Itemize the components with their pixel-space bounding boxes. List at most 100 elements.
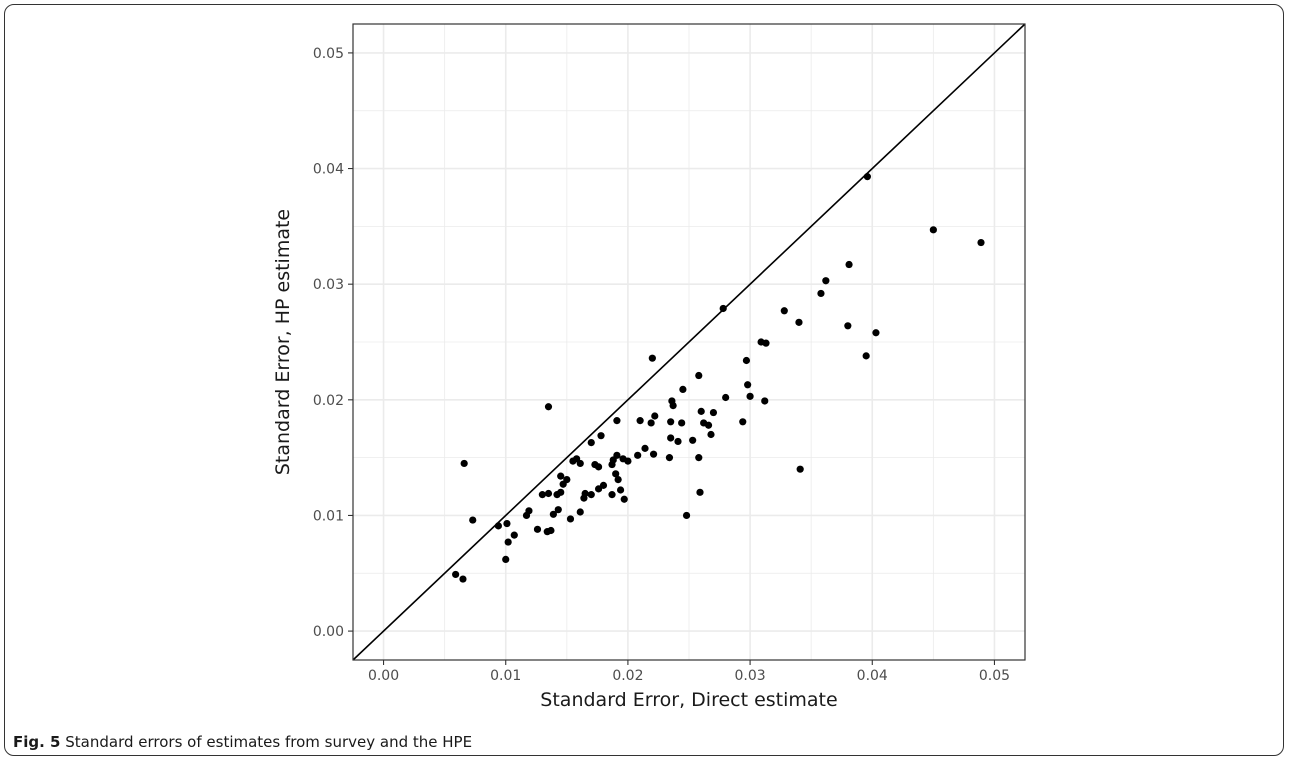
- data-point: [469, 516, 477, 524]
- data-point: [742, 356, 751, 365]
- data-point: [665, 454, 674, 462]
- data-point: [678, 419, 686, 427]
- data-point: [460, 459, 468, 468]
- data-point: [576, 508, 584, 516]
- data-point: [709, 408, 718, 417]
- figure-caption-text: Standard errors of estimates from survey…: [65, 733, 473, 751]
- data-point: [581, 489, 589, 498]
- x-axis: 0.00 0.01 0.02 0.03 0.04 0.05: [368, 660, 1010, 684]
- data-point: [647, 419, 655, 427]
- data-point: [587, 439, 595, 447]
- data-point: [761, 397, 769, 405]
- data-points: [452, 173, 985, 583]
- x-tick-label: 0.04: [857, 668, 888, 684]
- y-tick-label: 0.01: [313, 508, 344, 524]
- x-tick-label: 0.01: [490, 668, 521, 684]
- data-point: [503, 519, 511, 528]
- y-tick-label: 0.02: [313, 393, 344, 409]
- data-point: [599, 481, 608, 489]
- data-point: [649, 450, 658, 458]
- data-point: [641, 444, 649, 452]
- data-point: [845, 260, 853, 269]
- figure-caption: Fig. 5 Standard errors of estimates from…: [13, 733, 472, 751]
- x-tick-label: 0.00: [368, 668, 399, 684]
- data-point: [597, 432, 605, 440]
- minor-gridlines: [353, 24, 1025, 660]
- major-gridlines: [353, 24, 1025, 660]
- data-point: [977, 238, 985, 247]
- data-point: [695, 371, 703, 380]
- data-point: [862, 352, 870, 360]
- data-point: [594, 463, 603, 471]
- data-point: [795, 318, 803, 326]
- data-point: [502, 555, 510, 563]
- data-point: [510, 531, 518, 539]
- data-point: [614, 476, 622, 484]
- data-point: [872, 329, 880, 337]
- data-point: [669, 402, 677, 410]
- data-point: [929, 226, 937, 234]
- data-point: [616, 486, 625, 494]
- y-tick-label: 0.00: [313, 624, 344, 640]
- data-point: [844, 322, 852, 330]
- data-point: [566, 515, 575, 523]
- data-point: [762, 339, 770, 347]
- data-point: [667, 434, 675, 442]
- y-axis-title: Standard Error, HP estimate: [272, 209, 294, 475]
- data-point: [707, 430, 715, 439]
- data-point: [587, 491, 595, 499]
- data-point: [576, 459, 584, 468]
- data-point: [608, 491, 616, 499]
- y-axis: 0.00 0.01 0.02 0.03 0.04 0.05: [313, 46, 353, 640]
- data-point: [697, 407, 705, 415]
- data-point: [557, 472, 565, 480]
- data-point: [695, 454, 703, 462]
- data-point: [613, 417, 621, 425]
- data-point: [682, 511, 691, 520]
- data-point: [636, 417, 644, 425]
- y-tick-label: 0.04: [313, 162, 344, 178]
- data-point: [667, 418, 675, 426]
- data-point: [744, 381, 752, 389]
- data-point: [612, 470, 620, 478]
- data-point: [679, 385, 687, 394]
- data-point: [544, 489, 553, 498]
- data-point: [538, 491, 546, 499]
- y-tick-label: 0.03: [313, 277, 344, 293]
- data-point: [624, 457, 632, 465]
- x-axis-title: Standard Error, Direct estimate: [540, 689, 837, 711]
- data-point: [504, 538, 512, 546]
- data-point: [544, 403, 553, 411]
- data-point: [459, 575, 467, 583]
- data-point: [817, 289, 825, 298]
- data-point: [863, 173, 871, 181]
- data-point: [452, 570, 460, 579]
- data-point: [739, 418, 747, 426]
- data-point: [704, 421, 713, 429]
- data-point: [494, 522, 502, 530]
- figure-frame: [4, 4, 1284, 756]
- data-point: [674, 437, 682, 446]
- data-point: [563, 476, 571, 484]
- data-point: [549, 510, 557, 518]
- data-point: [613, 451, 621, 459]
- identity-reference-line: [352, 23, 1026, 661]
- data-point: [696, 488, 704, 496]
- y-tick-label: 0.05: [313, 46, 344, 62]
- data-point: [525, 507, 533, 515]
- data-point: [722, 393, 730, 402]
- data-point: [634, 451, 642, 459]
- data-point: [557, 488, 565, 496]
- data-point: [780, 307, 788, 315]
- data-point: [648, 354, 656, 362]
- data-point: [651, 412, 659, 420]
- figure-label: Fig. 5: [13, 733, 61, 751]
- x-tick-label: 0.05: [979, 668, 1010, 684]
- data-point: [796, 465, 804, 473]
- data-point: [620, 495, 628, 503]
- data-point: [547, 526, 555, 535]
- data-point: [533, 525, 542, 533]
- x-tick-label: 0.03: [735, 668, 766, 684]
- x-tick-label: 0.02: [612, 668, 643, 684]
